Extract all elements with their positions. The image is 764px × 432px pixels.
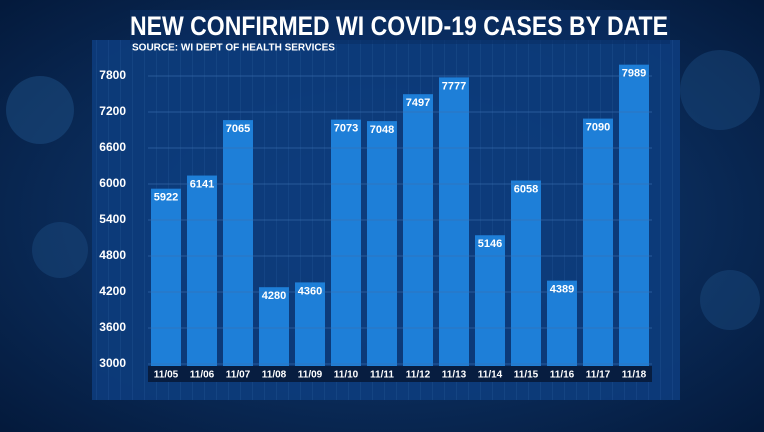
bar	[475, 235, 505, 376]
y-tick-label: 4800	[99, 248, 126, 262]
x-tick-label: 11/06	[190, 370, 215, 381]
chart-title: NEW CONFIRMED WI COVID-19 CASES BY DATE	[130, 11, 668, 41]
x-tick-label: 11/11	[370, 370, 394, 381]
x-tick-label: 11/09	[298, 370, 323, 381]
bar	[223, 120, 253, 376]
virus-decoration	[700, 270, 760, 330]
bar	[151, 188, 181, 376]
bar	[259, 287, 289, 376]
value-label: 7497	[406, 97, 430, 109]
virus-decoration	[32, 222, 88, 278]
value-label: 6058	[514, 183, 538, 195]
y-tick-label: 7200	[99, 104, 126, 118]
bar	[511, 180, 541, 376]
x-tick-label: 11/12	[406, 370, 431, 381]
value-label: 4360	[298, 285, 322, 297]
value-label: 5922	[154, 192, 178, 204]
value-label: 7989	[622, 68, 646, 80]
bar	[403, 94, 433, 377]
y-tick-label: 6000	[99, 176, 126, 190]
value-label: 7048	[370, 124, 394, 136]
y-tick-label: 4200	[99, 284, 126, 298]
chart-subtitle: SOURCE: WI DEPT OF HEALTH SERVICES	[132, 43, 335, 54]
x-tick-label: 11/15	[514, 370, 539, 381]
value-label: 7777	[442, 80, 466, 92]
value-label: 4280	[262, 290, 286, 302]
value-label: 6141	[190, 178, 214, 190]
y-tick-label: 3000	[99, 356, 126, 370]
value-label: 5146	[478, 238, 502, 250]
x-tick-label: 11/13	[442, 370, 467, 381]
bar	[331, 119, 361, 377]
bar	[295, 282, 325, 376]
category-band	[148, 366, 652, 382]
virus-decoration	[6, 76, 74, 144]
x-tick-label: 11/07	[226, 370, 251, 381]
value-label: 7090	[586, 122, 610, 134]
bar	[583, 118, 613, 376]
y-tick-label: 5400	[99, 212, 126, 226]
bar	[187, 175, 217, 376]
x-tick-label: 11/18	[622, 370, 647, 381]
value-label: 4389	[550, 284, 574, 296]
value-label: 7065	[226, 123, 250, 135]
title-backdrop	[130, 10, 670, 44]
value-label: 7073	[334, 123, 358, 135]
bar	[439, 77, 469, 376]
x-tick-label: 11/17	[586, 370, 611, 381]
y-tick-label: 3600	[99, 320, 126, 334]
x-tick-label: 11/16	[550, 370, 575, 381]
bar	[367, 121, 397, 377]
virus-decoration	[680, 50, 760, 130]
y-tick-label: 7800	[99, 68, 126, 82]
x-tick-label: 11/05	[154, 370, 179, 381]
x-tick-label: 11/14	[478, 370, 503, 381]
y-tick-label: 6600	[99, 140, 126, 154]
x-tick-label: 11/08	[262, 370, 287, 381]
x-tick-label: 11/10	[334, 370, 359, 381]
